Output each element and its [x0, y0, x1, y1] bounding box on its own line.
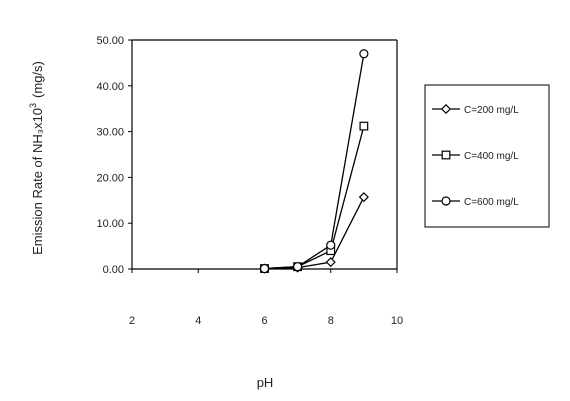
series-line-1 [264, 196, 365, 270]
y-axis-label: Emission Rate of NH₃x103 (mg/s) [28, 61, 45, 255]
series-3-point [293, 262, 303, 272]
x-tick-label: 8 [328, 315, 334, 327]
y-ticks: 0.00 10.00 20.00 30.00 40.00 50.00 [96, 35, 132, 276]
series-1-point [325, 257, 336, 268]
series-3-point [326, 240, 336, 250]
x-axis-label: pH [257, 375, 274, 390]
plot-frame [132, 39, 398, 269]
series-3-point [359, 49, 369, 59]
y-tick-label: 20.00 [96, 172, 124, 184]
legend-marker-2 [441, 150, 451, 160]
y-tick-label: 10.00 [96, 218, 124, 230]
x-tick-label: 2 [129, 315, 135, 327]
series-2-point [359, 121, 369, 131]
y-tick-label: 0.00 [103, 264, 124, 276]
plot-area: 0.00 10.00 20.00 30.00 40.00 50.00 2 4 6 8 10 [96, 35, 403, 327]
series-3-point [259, 263, 270, 274]
series-1-point [358, 192, 369, 203]
legend: C=200 mg/L C=400 mg/L C=600 mg/L [424, 84, 550, 228]
y-axis-label-main: Emission Rate of NH₃x10 [30, 108, 45, 255]
legend-label-1: C=200 mg/L [464, 105, 519, 116]
series-line-2 [264, 125, 365, 270]
series-lines [264, 53, 365, 270]
y-tick-label: 50.00 [96, 35, 124, 47]
legend-items: C=200 mg/L C=400 mg/L C=600 mg/L [432, 103, 519, 208]
x-tick-label: 10 [391, 315, 403, 327]
series-markers [259, 49, 369, 274]
series-line-3 [264, 53, 365, 270]
legend-marker-1 [440, 103, 452, 115]
x-ticks: 2 4 6 8 10 [129, 269, 403, 327]
y-axis-label-unit: (mg/s) [30, 61, 45, 98]
x-tick-label: 6 [261, 315, 267, 327]
y-axis-label-superscript: 3 [28, 103, 38, 108]
x-tick-label: 4 [195, 315, 201, 327]
y-tick-label: 40.00 [96, 81, 124, 93]
legend-label-3: C=600 mg/L [464, 197, 519, 208]
legend-marker-3 [441, 196, 451, 206]
legend-label-2: C=400 mg/L [464, 151, 519, 162]
y-tick-label: 30.00 [96, 127, 124, 139]
